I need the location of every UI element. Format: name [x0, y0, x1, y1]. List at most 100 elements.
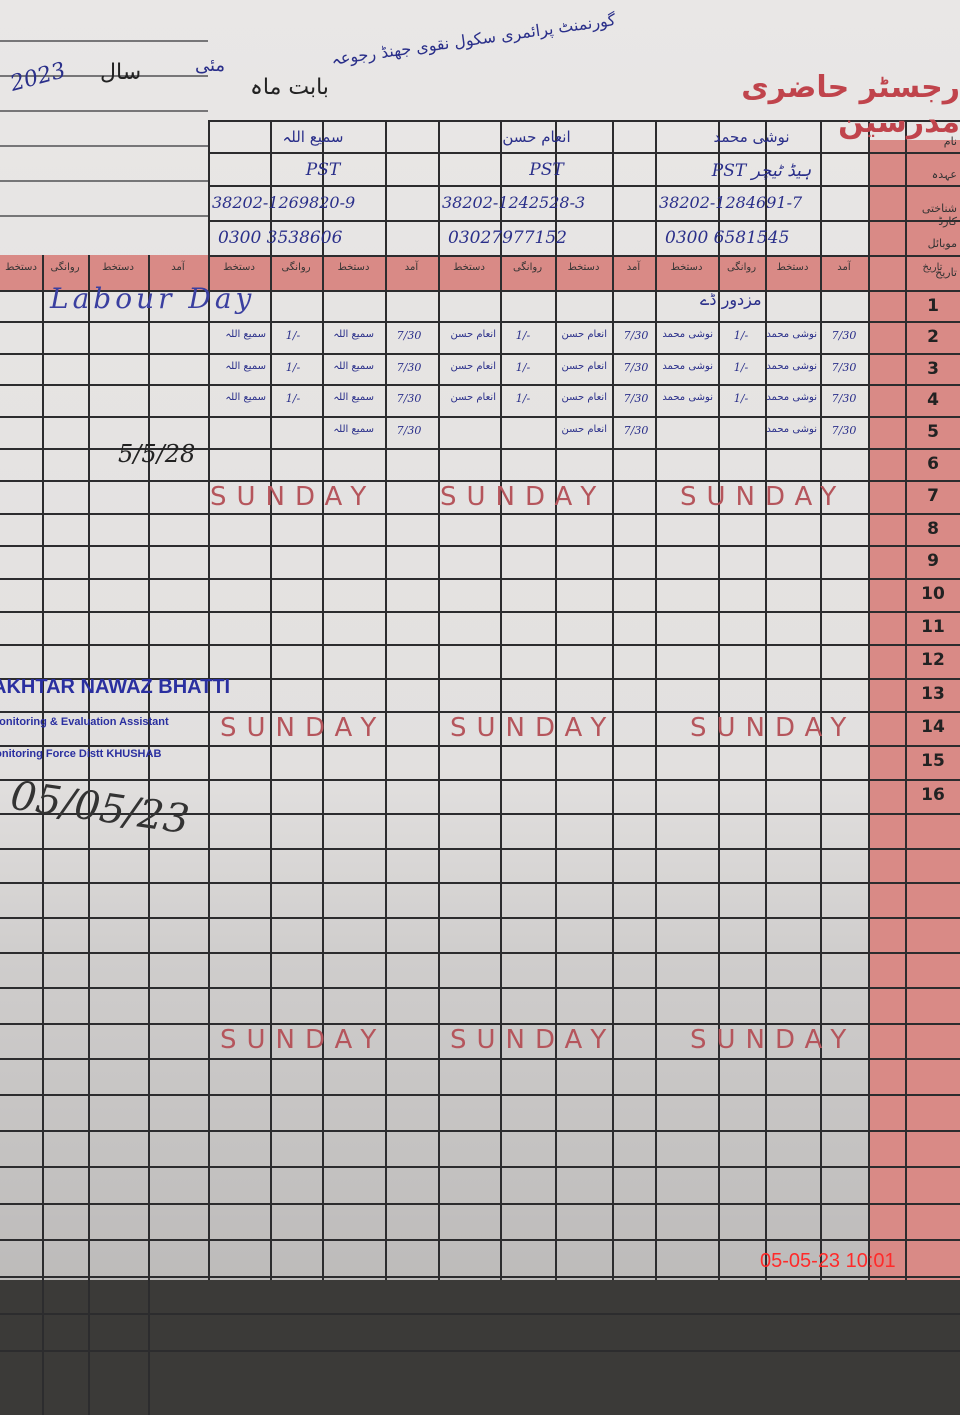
- teacher-designation: PST: [305, 160, 341, 180]
- grid-vline: [612, 120, 614, 1280]
- grid-vline: [208, 120, 210, 1280]
- departure-signature: نوشی محمد: [662, 392, 713, 404]
- day-number: 15: [921, 751, 945, 771]
- grid-hline: [0, 1202, 960, 1205]
- arrival-signature: سمیع اللہ: [333, 329, 374, 341]
- arrival-time: 7/30: [396, 329, 422, 343]
- arrival-signature: نوشی محمد: [766, 329, 817, 341]
- teacher-mobile: 0300 3538606: [218, 228, 343, 248]
- departure-signature: انعام حسن: [450, 329, 496, 341]
- arrival-time: 7/30: [396, 392, 422, 406]
- departure-time: 1/-: [515, 329, 531, 343]
- grid-hline: [0, 1058, 960, 1061]
- teacher-designation: PST ہیڈ ٹیچر: [711, 161, 812, 181]
- grid-hline: [208, 120, 960, 122]
- grid-hline: [0, 110, 208, 112]
- departure-signature: نوشی محمد: [662, 360, 713, 372]
- arrival-signature: نوشی محمد: [766, 424, 817, 435]
- departure-signature: سمیع اللہ: [225, 329, 266, 341]
- sunday-mark: SUNDAY: [220, 1024, 387, 1055]
- departure-signature: سمیع اللہ: [225, 360, 266, 372]
- grid-hline: [0, 779, 960, 781]
- day-number: 10: [921, 584, 945, 604]
- sunday-mark: SUNDAY: [440, 482, 607, 513]
- column-header: دستخط: [670, 262, 703, 273]
- grid-hline: [0, 384, 960, 387]
- grid-hline: [0, 711, 960, 714]
- grid-hline: [0, 987, 960, 990]
- grid-hline: [0, 545, 960, 548]
- holiday-note-urdu: مزدور ڈے: [700, 290, 762, 309]
- arrival-signature: سمیع اللہ: [333, 424, 374, 435]
- grid-hline: [0, 1022, 960, 1025]
- grid-hline: [0, 215, 208, 217]
- arrival-time: 7/30: [831, 392, 857, 406]
- arrival-signature: نوشی محمد: [766, 392, 817, 404]
- departure-signature: سمیع اللہ: [225, 392, 266, 404]
- arrival-signature: انعام حسن: [561, 360, 607, 372]
- grid-hline: [208, 255, 960, 257]
- grid-hline: [208, 152, 960, 154]
- arrival-time: 7/30: [623, 329, 649, 343]
- stamp-org: Monitoring Force Distt KHUSHAB: [0, 748, 162, 760]
- grid-vline: [322, 120, 324, 1280]
- day-number: 8: [927, 518, 939, 539]
- column-header: دستخط: [337, 262, 370, 273]
- grid-vline: [270, 120, 272, 1280]
- teacher-cnic: 38202-1269820-9: [212, 193, 356, 212]
- grid-hline: [0, 290, 960, 292]
- grid-hline: [0, 321, 960, 324]
- sunday-mark: SUNDAY: [690, 1024, 857, 1055]
- column-header-date: تاریخ: [922, 262, 943, 273]
- grid-hline: [0, 917, 960, 919]
- departure-time: 1/-: [733, 392, 749, 406]
- arrival-time: 7/30: [396, 360, 422, 374]
- row-label: شناختی کارڈ: [921, 202, 957, 228]
- teacher-cnic: 38202-1284691-7: [659, 193, 803, 212]
- column-header: آمد: [404, 262, 419, 273]
- column-header: روانگی: [726, 262, 757, 273]
- grid-hline: [0, 448, 960, 450]
- departure-signature: انعام حسن: [450, 360, 496, 372]
- grid-vline: [820, 120, 822, 1280]
- grid-hline: [0, 416, 960, 418]
- grid-vline: [385, 120, 387, 1280]
- grid-hline: [0, 847, 960, 850]
- sunday-mark: SUNDAY: [450, 1024, 617, 1055]
- day-number: 9: [927, 551, 939, 572]
- departure-time: 1/-: [733, 329, 749, 343]
- column-header: دستخط: [567, 262, 600, 273]
- grid-hline: [0, 1094, 960, 1096]
- grid-vline: [868, 120, 870, 1280]
- grid-vline: [500, 120, 502, 1280]
- teacher-name: سمیع اللہ: [282, 128, 344, 146]
- grid-vline: [42, 255, 44, 1415]
- column-header: روانگی: [50, 262, 80, 273]
- grid-hline: [0, 145, 208, 147]
- arrival-time: 7/30: [831, 360, 857, 374]
- grid-hline: [0, 644, 960, 647]
- grid-hline: [0, 352, 960, 355]
- column-header: دستخط: [453, 262, 485, 273]
- day-number: 12: [921, 650, 945, 671]
- inspector-initials: 5/5/28: [118, 440, 196, 468]
- day-number: 16: [921, 785, 945, 805]
- column-header: آمد: [171, 262, 185, 273]
- day-number: 7: [927, 486, 939, 507]
- grid-hline: [0, 611, 960, 613]
- holiday-note: Labour Day: [50, 282, 256, 315]
- grid-hline: [0, 1130, 960, 1132]
- photo-timestamp: 05-05-23 10:01: [760, 1250, 896, 1272]
- column-header: آمد: [626, 262, 641, 273]
- grid-vline: [655, 120, 657, 1280]
- arrival-signature: نوشی محمد: [766, 360, 817, 372]
- grid-hline: [0, 1350, 960, 1353]
- departure-time: 1/-: [285, 392, 301, 406]
- month-label: بابت ماہ: [250, 75, 329, 100]
- departure-signature: نوشی محمد: [662, 329, 713, 341]
- day-number: 3: [927, 358, 939, 379]
- column-header: دستخط: [223, 262, 255, 273]
- day-number: 5: [927, 422, 939, 442]
- arrival-signature: انعام حسن: [561, 392, 607, 404]
